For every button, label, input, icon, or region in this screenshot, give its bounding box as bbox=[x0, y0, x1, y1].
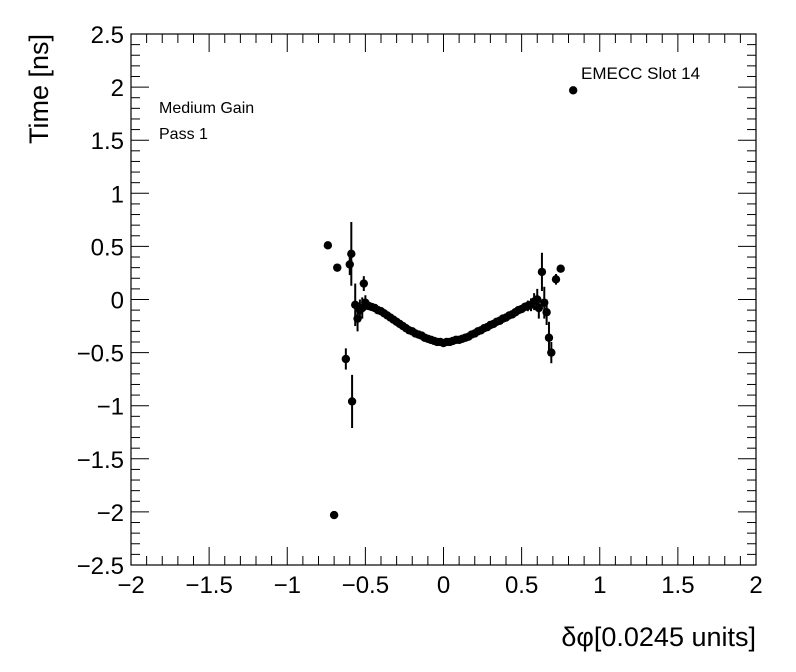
x-tick-label: −1 bbox=[274, 572, 301, 599]
data-point bbox=[323, 241, 333, 250]
x-axis-title: δφ[0.0245 units] bbox=[561, 622, 756, 652]
y-tick-label: 0.5 bbox=[91, 234, 124, 261]
y-axis-title: Time [ns] bbox=[24, 34, 54, 144]
data-points bbox=[323, 86, 578, 520]
data-point bbox=[329, 510, 339, 520]
annotation-slot: EMECC Slot 14 bbox=[581, 64, 700, 83]
data-point bbox=[540, 298, 549, 307]
y-tick-label: −2 bbox=[97, 500, 124, 527]
x-tick-label: 2 bbox=[749, 572, 762, 599]
x-tick-label: 0 bbox=[437, 572, 450, 599]
x-tick-label: 0.5 bbox=[505, 572, 538, 599]
x-tick-label: −0.5 bbox=[342, 572, 389, 599]
data-point bbox=[347, 249, 356, 259]
data-point bbox=[359, 279, 369, 288]
x-tick-label: −2 bbox=[117, 572, 144, 599]
data-point bbox=[534, 303, 544, 313]
data-point bbox=[353, 314, 362, 323]
y-tick-label: −1 bbox=[97, 394, 124, 421]
data-point bbox=[551, 275, 561, 284]
y-tick-label: 2 bbox=[111, 75, 124, 102]
axis-ticks bbox=[130, 33, 757, 566]
x-tick-label: 1.5 bbox=[661, 572, 694, 599]
data-point bbox=[542, 308, 551, 317]
y-tick-label: 2.5 bbox=[91, 22, 124, 49]
y-tick-labels: −2.5 −2 −1.5 −1 −0.5 0 0.5 1 1.5 2 2.5 bbox=[77, 22, 124, 580]
x-tick-label: −1.5 bbox=[185, 572, 232, 599]
data-point bbox=[556, 264, 565, 273]
y-tick-label: −0.5 bbox=[77, 341, 124, 368]
y-tick-label: −1.5 bbox=[77, 447, 124, 474]
data-point bbox=[547, 348, 556, 357]
data-point bbox=[347, 397, 357, 406]
x-tick-labels: −2 −1.5 −1 −0.5 0 0.5 1 1.5 2 bbox=[117, 572, 762, 599]
data-point bbox=[333, 263, 342, 272]
x-tick-label: 1 bbox=[593, 572, 606, 599]
y-tick-label: 1 bbox=[111, 181, 124, 208]
data-point bbox=[533, 295, 542, 304]
data-point bbox=[568, 86, 578, 95]
data-point bbox=[537, 267, 547, 277]
data-point bbox=[544, 333, 554, 342]
annotation-gain: Medium Gain bbox=[159, 100, 254, 117]
y-tick-label: −2.5 bbox=[77, 553, 124, 580]
y-tick-label: 1.5 bbox=[91, 128, 124, 155]
data-point bbox=[341, 354, 351, 364]
annotation-pass: Pass 1 bbox=[159, 126, 208, 143]
y-tick-label: 0 bbox=[111, 288, 124, 315]
data-point bbox=[345, 260, 354, 269]
